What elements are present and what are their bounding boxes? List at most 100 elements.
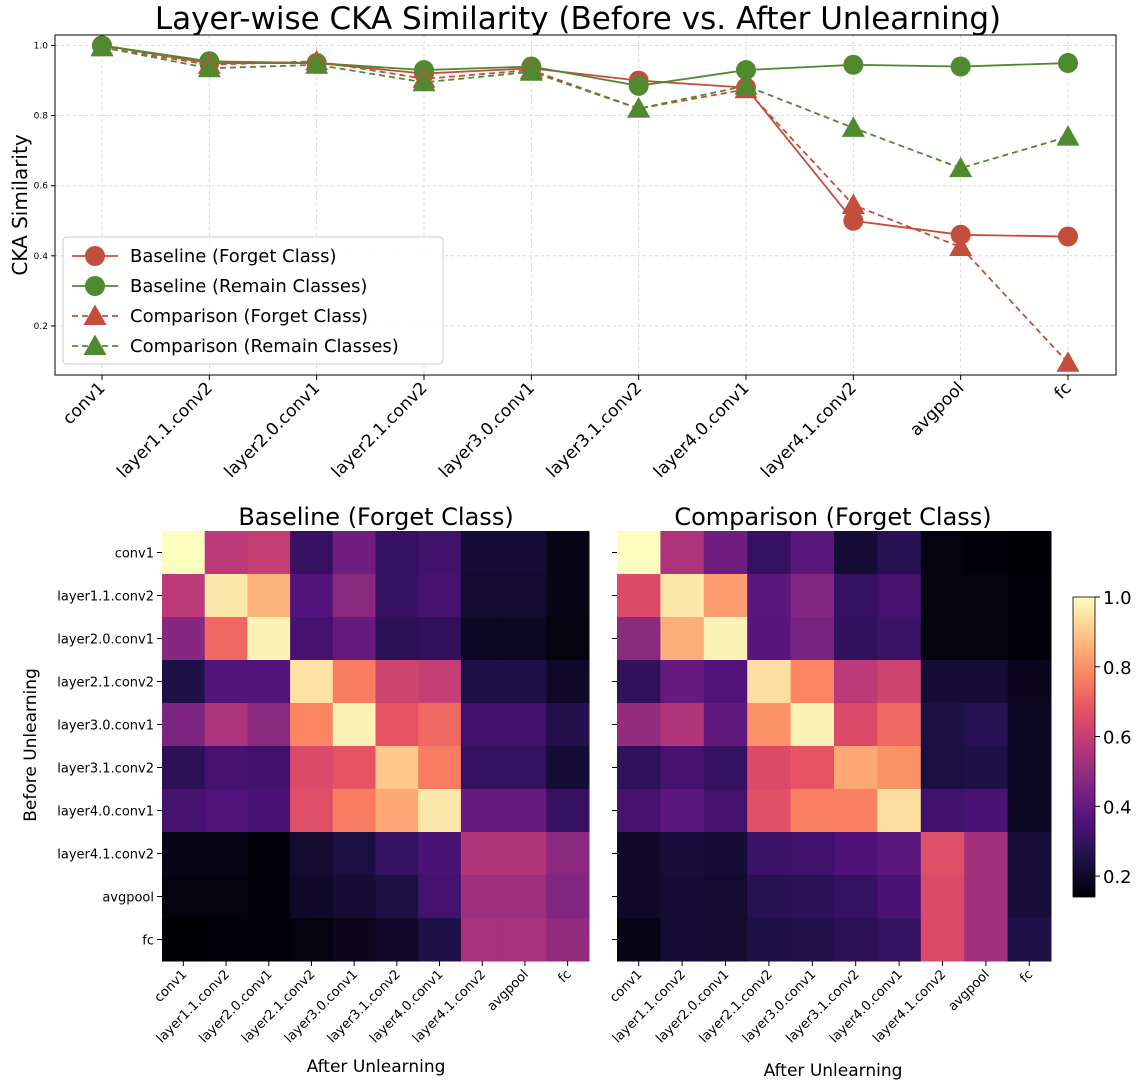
cell-baseline-forget-class-r3-c6 xyxy=(418,660,462,704)
cell-comparison-forget-class-r6-c7 xyxy=(920,789,965,833)
cell-baseline-forget-class-r0-c0 xyxy=(162,531,206,575)
baseline-forget-class-x-tick-label-layer1-1-conv2: layer1.1.conv2 xyxy=(154,967,233,1046)
cell-comparison-forget-class-r2-c2 xyxy=(703,617,748,661)
cell-baseline-forget-class-r5-c2 xyxy=(247,746,291,790)
cell-baseline-forget-class-r6-c9 xyxy=(546,789,590,833)
cell-comparison-forget-class-r0-c9 xyxy=(1007,531,1052,575)
cell-comparison-forget-class-r8-c7 xyxy=(920,875,965,919)
cell-comparison-forget-class-r0-c7 xyxy=(920,531,965,575)
line-x-ticks: conv1 layer1.1.conv2 layer2.0.conv1 layer2.… xyxy=(59,375,1076,482)
cell-baseline-forget-class-r1-c7 xyxy=(460,574,505,618)
cell-baseline-forget-class-r0-c9 xyxy=(546,531,590,575)
cell-comparison-forget-class-r3-c7 xyxy=(920,660,965,704)
point-baseline-remain-classes-layer4-1-conv2 xyxy=(843,54,864,75)
cell-comparison-forget-class-r7-c0 xyxy=(617,832,661,876)
point-baseline-remain-classes-avgpool xyxy=(950,56,971,77)
cell-comparison-forget-class-r3-c0 xyxy=(617,660,661,704)
cell-comparison-forget-class-r4-c6 xyxy=(877,703,922,747)
baseline-forget-class-y-tick-label-layer1-1-conv2: layer1.1.conv2 xyxy=(57,590,154,605)
cell-baseline-forget-class-r9-c6 xyxy=(418,918,462,962)
cell-baseline-forget-class-r7-c6 xyxy=(418,832,462,876)
cell-baseline-forget-class-r2-c4 xyxy=(332,617,376,661)
cell-baseline-forget-class-r4-c2 xyxy=(247,703,291,747)
cell-baseline-forget-class-r0-c5 xyxy=(375,531,419,575)
cell-baseline-forget-class-r3-c1 xyxy=(204,660,248,704)
cell-comparison-forget-class-r6-c0 xyxy=(617,789,661,833)
baseline-forget-class-y-tick-label-layer3-0-conv1: layer3.0.conv1 xyxy=(57,719,154,734)
cell-comparison-forget-class-r5-c3 xyxy=(747,746,792,790)
cell-baseline-forget-class-r5-c5 xyxy=(375,746,419,790)
cell-baseline-forget-class-r9-c7 xyxy=(460,918,505,962)
cell-baseline-forget-class-r4-c3 xyxy=(290,703,334,747)
baseline-forget-class-x-tick-label-conv1: conv1 xyxy=(152,967,190,1005)
cell-baseline-forget-class-r7-c0 xyxy=(162,832,206,876)
point-baseline-remain-classes-fc xyxy=(1058,53,1078,74)
cell-baseline-forget-class-r9-c2 xyxy=(247,918,291,962)
cell-baseline-forget-class-r0-c8 xyxy=(503,531,547,575)
cell-baseline-forget-class-r1-c2 xyxy=(247,574,291,618)
cell-baseline-forget-class-r3-c0 xyxy=(162,660,206,704)
cell-comparison-forget-class-r4-c3 xyxy=(747,703,792,747)
cell-baseline-forget-class-r0-c2 xyxy=(247,531,291,575)
cell-comparison-forget-class-r9-c6 xyxy=(877,918,922,962)
cell-baseline-forget-class-r2-c8 xyxy=(503,617,547,661)
comparison-forget-class-x-tick-label-conv1: conv1 xyxy=(607,967,645,1005)
cell-baseline-forget-class-r1-c1 xyxy=(204,574,248,618)
cell-baseline-forget-class-r0-c7 xyxy=(460,531,505,575)
heatmap-baseline: conv1layer1.1.conv2layer2.0.conv1layer2.… xyxy=(57,531,590,1046)
cell-baseline-forget-class-r8-c8 xyxy=(503,875,547,919)
point-comparison-remain-classes-layer1-1-conv2 xyxy=(197,56,221,78)
cell-comparison-forget-class-r0-c0 xyxy=(617,531,661,575)
cell-baseline-forget-class-r5-c1 xyxy=(204,746,248,790)
cell-comparison-forget-class-r7-c6 xyxy=(877,832,922,876)
cell-baseline-forget-class-r6-c8 xyxy=(503,789,547,833)
cell-baseline-forget-class-r4-c0 xyxy=(162,703,206,747)
cell-baseline-forget-class-r3-c8 xyxy=(503,660,547,704)
cell-baseline-forget-class-r8-c2 xyxy=(247,875,291,919)
cell-comparison-forget-class-r9-c8 xyxy=(964,918,1009,962)
baseline-forget-class-x-tick-label-fc: fc xyxy=(556,967,575,986)
series-line-comparison-remain-classes xyxy=(101,46,1069,170)
cell-comparison-forget-class-r7-c3 xyxy=(747,832,792,876)
cell-baseline-forget-class-r1-c3 xyxy=(290,574,334,618)
cell-comparison-forget-class-r6-c4 xyxy=(790,789,835,833)
point-comparison-remain-classes-layer2-0-conv1 xyxy=(305,53,329,74)
cell-comparison-forget-class-r1-c0 xyxy=(617,574,661,618)
cell-comparison-forget-class-r5-c7 xyxy=(920,746,965,790)
series-line-baseline-remain-classes xyxy=(101,44,1069,87)
x-tick-label-layer2-0-conv1: layer2.0.conv1 xyxy=(221,378,325,482)
legend-label-baseline-remain: Baseline (Remain Classes) xyxy=(130,276,367,297)
cell-comparison-forget-class-r4-c8 xyxy=(964,703,1009,747)
cell-comparison-forget-class-r1-c4 xyxy=(790,574,835,618)
cell-comparison-forget-class-r1-c2 xyxy=(703,574,748,618)
cell-baseline-forget-class-r1-c8 xyxy=(503,574,547,618)
cell-comparison-forget-class-r8-c3 xyxy=(747,875,792,919)
cell-baseline-forget-class-r2-c6 xyxy=(418,617,462,661)
cell-comparison-forget-class-r5-c9 xyxy=(1007,746,1052,790)
cell-baseline-forget-class-r0-c3 xyxy=(290,531,334,575)
cell-comparison-forget-class-r9-c7 xyxy=(920,918,965,962)
cell-comparison-forget-class-r0-c6 xyxy=(877,531,922,575)
cell-baseline-forget-class-r5-c7 xyxy=(460,746,505,790)
cell-comparison-forget-class-r6-c3 xyxy=(747,789,792,833)
cell-baseline-forget-class-r5-c6 xyxy=(418,746,462,790)
cell-baseline-forget-class-r9-c1 xyxy=(204,918,248,962)
cell-baseline-forget-class-r9-c0 xyxy=(162,918,206,962)
cell-comparison-forget-class-r8-c6 xyxy=(877,875,922,919)
point-comparison-forget-class-avgpool xyxy=(949,235,973,257)
colorbar-tick-label-0-6: 0.6 xyxy=(1103,728,1132,749)
point-comparison-remain-classes-layer4-0-conv1 xyxy=(734,74,758,95)
x-tick-label-layer2-1-conv2: layer2.1.conv2 xyxy=(328,378,432,482)
comparison-forget-class-x-tick-label-fc: fc xyxy=(1017,967,1036,986)
cell-baseline-forget-class-r2-c2 xyxy=(247,617,291,661)
cell-comparison-forget-class-r2-c9 xyxy=(1007,617,1052,661)
cell-comparison-forget-class-r9-c0 xyxy=(617,918,661,962)
colorbar-tick-label-0-2: 0.2 xyxy=(1103,867,1132,888)
series-line-baseline-forget-class xyxy=(101,44,1069,238)
x-tick-label-layer1-1-conv2: layer1.1.conv2 xyxy=(113,378,217,482)
cell-baseline-forget-class-r8-c4 xyxy=(332,875,376,919)
heatmap-comparison-x-label: After Unlearning xyxy=(764,1061,903,1081)
cell-comparison-forget-class-r7-c1 xyxy=(660,832,705,876)
cell-comparison-forget-class-r5-c6 xyxy=(877,746,922,790)
cell-baseline-forget-class-r6-c2 xyxy=(247,789,291,833)
